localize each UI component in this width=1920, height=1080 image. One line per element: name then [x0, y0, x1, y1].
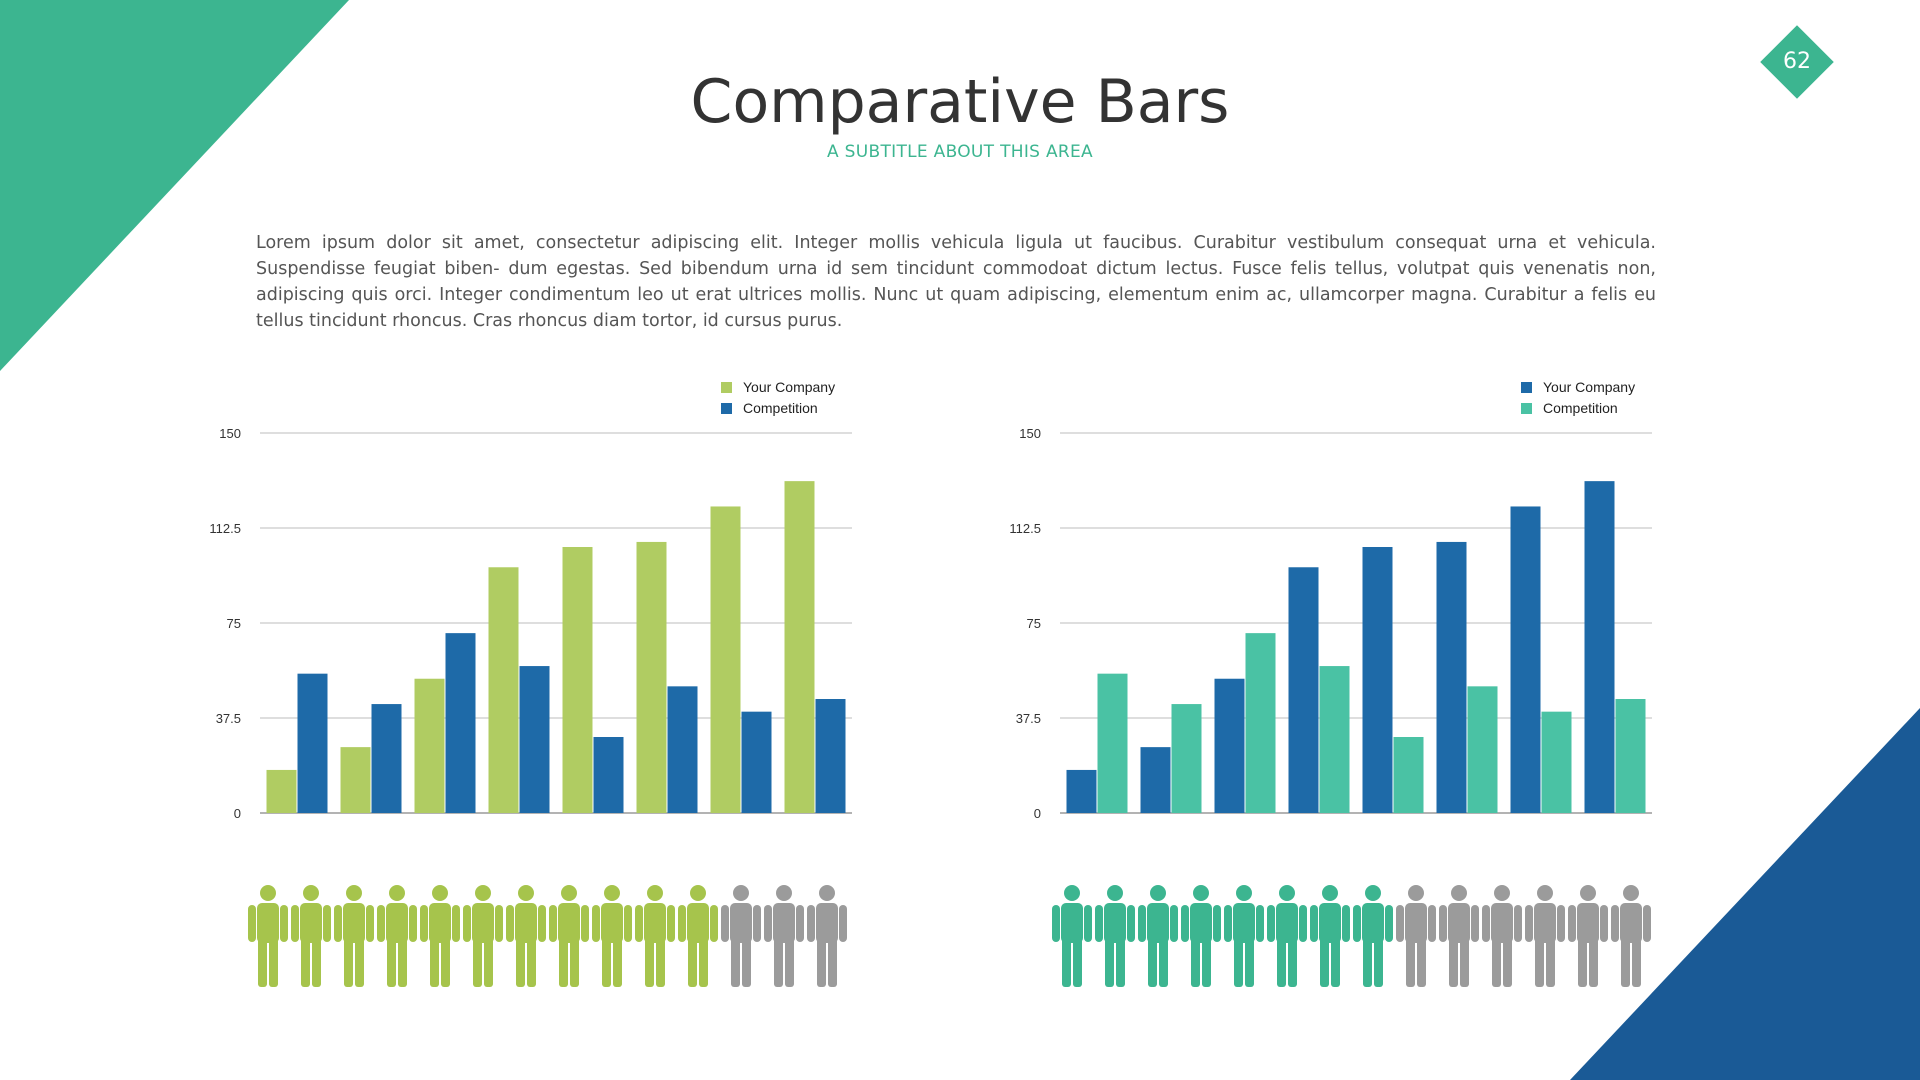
bar-your-company — [266, 769, 297, 813]
person-icon — [463, 885, 503, 987]
y-tick-label: 75 — [227, 616, 241, 631]
bar-chart-right: 0 37.5 75 112.5 150 Your Company Competition — [1009, 379, 1652, 820]
person-icon — [549, 885, 589, 987]
y-tick-label: 112.5 — [1009, 521, 1041, 536]
bar-competition — [297, 673, 328, 813]
legend-label: Competition — [743, 400, 818, 416]
legend-swatch — [1521, 403, 1532, 414]
page-title: Comparative Bars — [690, 67, 1230, 137]
bar-competition — [741, 711, 772, 813]
y-tick-label: 37.5 — [1016, 711, 1041, 726]
y-tick-label: 0 — [1034, 806, 1041, 820]
person-icon — [1224, 885, 1264, 987]
bar-your-company — [784, 481, 815, 813]
bar-your-company — [488, 567, 519, 813]
decor-triangle-bottom-right — [1570, 708, 1920, 1080]
person-icon — [721, 885, 761, 987]
person-icon — [1525, 885, 1565, 987]
person-icon — [635, 885, 675, 987]
y-tick-label: 150 — [219, 426, 241, 441]
y-tick-label: 112.5 — [209, 521, 241, 536]
bar-your-company — [562, 547, 593, 813]
person-icon — [291, 885, 331, 987]
person-icon — [592, 885, 632, 987]
bar-competition — [445, 633, 476, 813]
person-icon — [1353, 885, 1393, 987]
person-icon — [1181, 885, 1221, 987]
bar-your-company — [1288, 567, 1319, 813]
bar-your-company — [710, 506, 741, 813]
bar-your-company — [414, 678, 445, 813]
person-icon — [1267, 885, 1307, 987]
body-paragraph: Lorem ipsum dolor sit amet, consectetur … — [256, 233, 1656, 331]
bar-competition — [1245, 633, 1276, 813]
person-icon — [1310, 885, 1350, 987]
person-icon — [678, 885, 718, 987]
bar-competition — [1541, 711, 1572, 813]
person-icon — [1138, 885, 1178, 987]
y-tick-label: 0 — [234, 806, 241, 820]
person-icon — [420, 885, 460, 987]
person-icon — [248, 885, 288, 987]
y-tick-label: 75 — [1027, 616, 1041, 631]
bar-your-company — [636, 541, 667, 813]
bar-competition — [371, 704, 402, 813]
bar-your-company — [340, 747, 371, 813]
y-tick-label: 37.5 — [216, 711, 241, 726]
people-infographic-left — [248, 885, 847, 987]
decor-triangle-top-left — [0, 0, 349, 371]
person-icon — [1611, 885, 1651, 987]
bar-competition — [1097, 673, 1128, 813]
bar-competition — [1393, 737, 1424, 813]
legend-swatch — [1521, 382, 1532, 393]
person-icon — [807, 885, 847, 987]
bar-competition — [519, 666, 550, 813]
person-icon — [1482, 885, 1522, 987]
bar-chart-left: 0 37.5 75 112.5 150 Your Company Competition — [209, 379, 852, 820]
person-icon — [764, 885, 804, 987]
legend-label: Your Company — [1543, 379, 1635, 395]
bar-competition — [667, 686, 698, 813]
bar-your-company — [1362, 547, 1393, 813]
bar-competition — [1171, 704, 1202, 813]
page-subtitle: A SUBTITLE ABOUT THIS AREA — [827, 142, 1093, 162]
bar-competition — [593, 737, 624, 813]
bar-competition — [1319, 666, 1350, 813]
person-icon — [1568, 885, 1608, 987]
legend-label: Your Company — [743, 379, 835, 395]
bar-your-company — [1584, 481, 1615, 813]
bar-competition — [1615, 699, 1646, 813]
page-number: 62 — [1783, 49, 1811, 74]
person-icon — [1095, 885, 1135, 987]
y-tick-label: 150 — [1019, 426, 1041, 441]
people-infographic-right — [1052, 885, 1651, 987]
legend-label: Competition — [1543, 400, 1618, 416]
bar-your-company — [1066, 769, 1097, 813]
bar-your-company — [1140, 747, 1171, 813]
bar-your-company — [1436, 541, 1467, 813]
legend-swatch — [721, 403, 732, 414]
bar-your-company — [1510, 506, 1541, 813]
person-icon — [1052, 885, 1092, 987]
person-icon — [1439, 885, 1479, 987]
legend-swatch — [721, 382, 732, 393]
bar-competition — [815, 699, 846, 813]
bar-your-company — [1214, 678, 1245, 813]
person-icon — [377, 885, 417, 987]
bar-competition — [1467, 686, 1498, 813]
person-icon — [334, 885, 374, 987]
person-icon — [1396, 885, 1436, 987]
person-icon — [506, 885, 546, 987]
